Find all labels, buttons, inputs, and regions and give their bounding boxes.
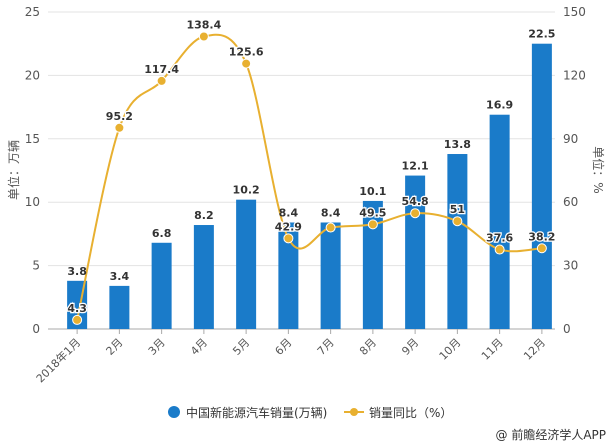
bar-value-label: 10.2 [233, 184, 260, 197]
line-point [283, 233, 294, 244]
y-axis-label: 单位：万辆 [6, 140, 21, 200]
x-tick-label: 5月 [230, 336, 252, 358]
line-value-label: 117.4 [144, 63, 179, 76]
bar-value-label: 6.8 [152, 227, 172, 240]
bar [447, 154, 468, 329]
line-value-label: 38.2 [528, 230, 555, 243]
source-credit: @ 前瞻经济学人APP [496, 427, 607, 442]
line-point [241, 58, 252, 69]
x-tick-label: 10月 [437, 336, 464, 363]
line-value-label: 4.3 [67, 302, 87, 315]
y2-tick-label: 120 [563, 68, 586, 82]
line-value-label: 125.6 [229, 46, 264, 59]
bar [320, 222, 341, 329]
legend-line-dot [350, 408, 358, 416]
x-tick-label: 12月 [521, 336, 548, 363]
line-point [452, 216, 463, 227]
x-tick-label: 3月 [146, 336, 168, 358]
y-tick-label: 20 [25, 68, 40, 82]
y2-tick-label: 90 [563, 132, 578, 146]
x-tick-label: 2月 [104, 336, 126, 358]
x-tick-label: 7月 [315, 336, 337, 358]
bar [151, 242, 172, 329]
legend: 中国新能源汽车销量(万辆) 销量同比（%） [168, 405, 452, 420]
bar-value-label: 12.1 [402, 160, 429, 173]
bar [489, 114, 510, 329]
bar [278, 222, 299, 329]
line-point [198, 31, 209, 42]
y-tick-label: 5 [32, 259, 40, 273]
line-point [410, 208, 421, 219]
x-tick-label: 6月 [273, 336, 295, 358]
bar-value-label: 22.5 [528, 28, 555, 41]
bar [109, 285, 130, 329]
line-value-label: 42.9 [275, 220, 302, 233]
bar-value-label: 13.8 [444, 138, 471, 151]
x-tick-label: 9月 [399, 336, 421, 358]
x-tick-label: 8月 [357, 336, 379, 358]
x-tick-label: 2018年1月 [33, 335, 83, 385]
y2-tick-label: 30 [563, 259, 578, 273]
line-value-label: 37.6 [486, 232, 513, 245]
y2-tick-label: 0 [563, 322, 571, 336]
line-value-label: 49.5 [359, 206, 386, 219]
y2-axis-label: 单位：% [591, 146, 606, 193]
bar [236, 199, 257, 329]
legend-bar-marker [168, 406, 180, 418]
x-tick-label: 11月 [479, 336, 506, 363]
line-value-label: 138.4 [186, 19, 221, 32]
series-line [76, 33, 542, 321]
line-value-label: 95.2 [106, 110, 133, 123]
line-value-label: 54.8 [402, 195, 429, 208]
y-tick-label: 0 [32, 322, 40, 336]
line-point [494, 244, 505, 255]
line-point [367, 219, 378, 230]
legend-line-label: 销量同比（%） [369, 406, 452, 420]
y-tick-label: 15 [25, 132, 40, 146]
bar-value-label: 10.1 [359, 185, 386, 198]
y-tick-label: 25 [25, 5, 40, 19]
line-point [114, 122, 125, 133]
y2-tick-label: 150 [563, 5, 586, 19]
y2-tick-label: 60 [563, 195, 578, 209]
line-point [72, 314, 83, 325]
line-value-label: 51 [450, 203, 465, 216]
bar-value-label: 8.4 [321, 206, 341, 219]
bar-value-label: 8.4 [279, 206, 299, 219]
bar-value-label: 16.9 [486, 99, 513, 112]
line-point [325, 222, 336, 233]
x-tick-label: 4月 [188, 336, 210, 358]
bar-value-label: 3.4 [110, 270, 130, 283]
bar-value-label: 3.8 [67, 265, 87, 278]
legend-bar-label: 中国新能源汽车销量(万辆) [186, 405, 327, 420]
bar-value-label: 8.2 [194, 209, 214, 222]
bar [193, 225, 214, 329]
line-point [536, 243, 547, 254]
bar [362, 200, 383, 329]
y-tick-label: 10 [25, 195, 40, 209]
line-point [156, 75, 167, 86]
bar [531, 43, 552, 329]
